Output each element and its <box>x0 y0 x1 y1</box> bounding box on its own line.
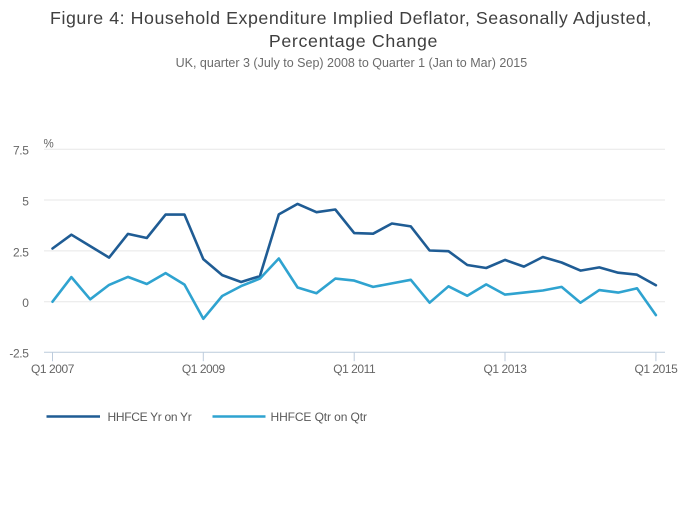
svg-text:%: % <box>44 139 54 151</box>
svg-text:HHFCE Yr on Yr: HHFCE Yr on Yr <box>108 410 192 424</box>
svg-text:UK, quarter 3 (July to Sep) 20: UK, quarter 3 (July to Sep) 2008 to Quar… <box>176 56 528 70</box>
svg-text:0: 0 <box>22 296 29 310</box>
svg-text:Q1 2009: Q1 2009 <box>182 362 226 376</box>
svg-text:Percentage Change: Percentage Change <box>269 31 438 51</box>
svg-text:5: 5 <box>22 195 29 209</box>
svg-text:Figure 4: Household Expenditur: Figure 4: Household Expenditure Implied … <box>50 8 652 28</box>
svg-text:Q1 2015: Q1 2015 <box>634 362 678 376</box>
svg-text:7.5: 7.5 <box>13 144 29 158</box>
svg-text:HHFCE Qtr on Qtr: HHFCE Qtr on Qtr <box>271 410 368 424</box>
svg-text:Q1 2007: Q1 2007 <box>31 362 75 376</box>
svg-text:-2.5: -2.5 <box>9 347 29 361</box>
svg-text:Q1 2011: Q1 2011 <box>333 362 376 376</box>
svg-text:Q1 2013: Q1 2013 <box>484 362 528 376</box>
svg-text:2.5: 2.5 <box>13 245 29 259</box>
